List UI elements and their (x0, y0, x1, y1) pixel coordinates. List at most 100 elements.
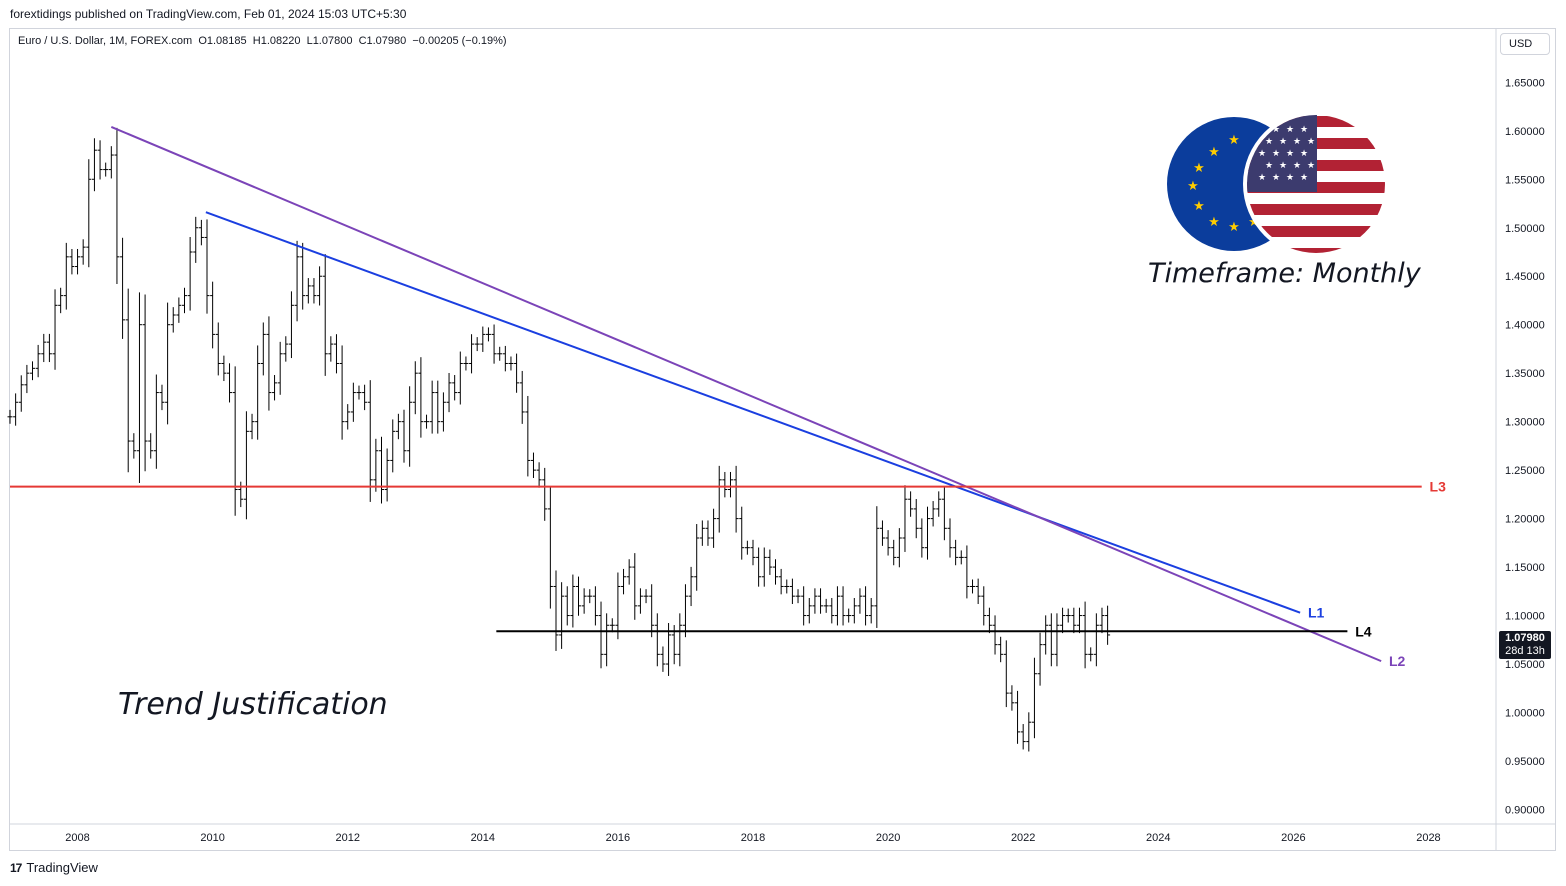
svg-text:★: ★ (1293, 160, 1301, 170)
svg-text:★: ★ (1279, 136, 1287, 146)
ohlc-bar (767, 549, 773, 575)
last-price-badge: 1.07980 28d 13h (1499, 631, 1551, 659)
ohlc-bar (1105, 605, 1111, 645)
ohlc-bar (632, 553, 638, 620)
svg-text:★: ★ (1293, 136, 1301, 146)
ohlc-bar (812, 588, 818, 614)
ohlc-bar (896, 528, 902, 568)
ohlc-bar (272, 375, 278, 401)
ohlc-bar (1093, 613, 1099, 667)
trend-justification-note: Trend Justification (118, 687, 388, 722)
ohlc-bar (604, 613, 610, 667)
trend-line-l2[interactable] (110, 125, 1382, 663)
bar-countdown: 28d 13h (1505, 645, 1545, 657)
ohlc-bar (114, 127, 120, 285)
ohlc-bar (964, 545, 970, 599)
ohlc-bar (1099, 607, 1105, 634)
ohlc-bar (913, 499, 919, 539)
x-tick-label: 2020 (876, 832, 900, 844)
ohlc-bar (345, 404, 351, 430)
ohlc-bar (801, 586, 807, 626)
ohlc-bar (986, 607, 992, 634)
currency-button[interactable]: USD (1500, 33, 1550, 55)
ohlc-bar (97, 140, 103, 180)
svg-text:★: ★ (1286, 124, 1294, 134)
y-tick-label: 0.95000 (1505, 756, 1545, 768)
ohlc-bar (103, 162, 109, 177)
ohlc-bar (440, 392, 446, 432)
ohlc-bar (818, 588, 824, 614)
ohlc-bar (716, 465, 722, 533)
ohlc-bar (1003, 640, 1009, 708)
ohlc-bar (711, 508, 717, 548)
ohlc-bar (491, 324, 497, 364)
price-axis[interactable]: 1.65000 1.60000 1.55000 1.50000 1.45000 1.400… (1505, 77, 1545, 816)
ohlc-bar (514, 353, 520, 393)
svg-text:★: ★ (1265, 160, 1273, 170)
ohlc-bar (975, 578, 981, 605)
ohlc-bar (508, 356, 514, 371)
x-tick-label: 2026 (1281, 832, 1305, 844)
ohlc-bar (609, 618, 615, 633)
ohlc-bar (761, 547, 767, 587)
ohlc-bar (480, 326, 486, 352)
ohlc-bar (424, 414, 430, 429)
ohlc-bar (773, 559, 779, 585)
ohlc-bar (255, 345, 261, 440)
ohlc-bar (682, 584, 688, 638)
ohlc-bar (806, 598, 812, 624)
ohlc-bar (210, 281, 216, 349)
time-axis[interactable]: 2008 2010 2012 2014 2016 2018 2020 2022 2024 2026… (65, 832, 1440, 844)
ohlc-bar (322, 254, 328, 376)
y-tick-label: 0.90000 (1505, 804, 1545, 816)
ohlc-bar (649, 584, 655, 638)
ohlc-bar (181, 287, 187, 314)
ohlc-bar (840, 586, 846, 626)
ohlc-bar (350, 382, 356, 422)
ohlc-bar (469, 334, 475, 374)
ohlc-bar (176, 297, 182, 323)
ohlc-bar (221, 355, 227, 382)
ohlc-bar (947, 518, 953, 558)
y-tick-label: 1.40000 (1505, 320, 1545, 332)
ohlc-bar (1031, 657, 1037, 739)
ohlc-bar (384, 448, 390, 502)
ohlc-bar (750, 539, 756, 566)
ohlc-bar (463, 356, 469, 371)
ohlc-bar (592, 586, 598, 626)
symbol-legend[interactable]: Euro / U.S. Dollar, 1M, FOREX.com O1.081… (18, 35, 507, 47)
x-tick-label: 2018 (741, 832, 765, 844)
ohlc-bar (317, 266, 323, 306)
line-label-l2: L2 (1389, 653, 1406, 669)
ohlc-bar (243, 411, 249, 520)
ohlc-bar (553, 570, 559, 651)
svg-text:★: ★ (1208, 214, 1220, 229)
ohlc-bar (435, 380, 441, 434)
ohlc-bar (660, 646, 666, 672)
tradingview-logo-icon: 17 (10, 860, 22, 875)
ohlc-bar (570, 574, 576, 628)
ohlc-bar (120, 237, 126, 339)
ohlc-bar (204, 219, 210, 314)
ohlc-bar (277, 341, 283, 395)
ohlc-bar (266, 316, 272, 411)
trend-line-l1[interactable] (205, 211, 1301, 614)
svg-text:★: ★ (1300, 172, 1308, 182)
ohlc-bar (784, 579, 790, 594)
ohlc-bar (688, 566, 694, 607)
line-label-l1: L1 (1308, 605, 1325, 621)
x-tick-label: 2008 (65, 832, 89, 844)
ohlc-bar (677, 613, 683, 667)
ohlc-bar (418, 357, 424, 438)
ohlc-bar (452, 375, 458, 401)
ohlc-bar (930, 501, 936, 527)
ohlc-bar (125, 288, 131, 473)
footer-brand[interactable]: 17 TradingView (10, 860, 98, 875)
ohlc-bar (429, 380, 435, 434)
ohlc-bar (412, 361, 418, 415)
ohlc-bar (170, 307, 176, 333)
ohlc-bar (108, 146, 114, 179)
ohlc-bar (992, 615, 998, 655)
ohlc-bar (356, 385, 362, 400)
